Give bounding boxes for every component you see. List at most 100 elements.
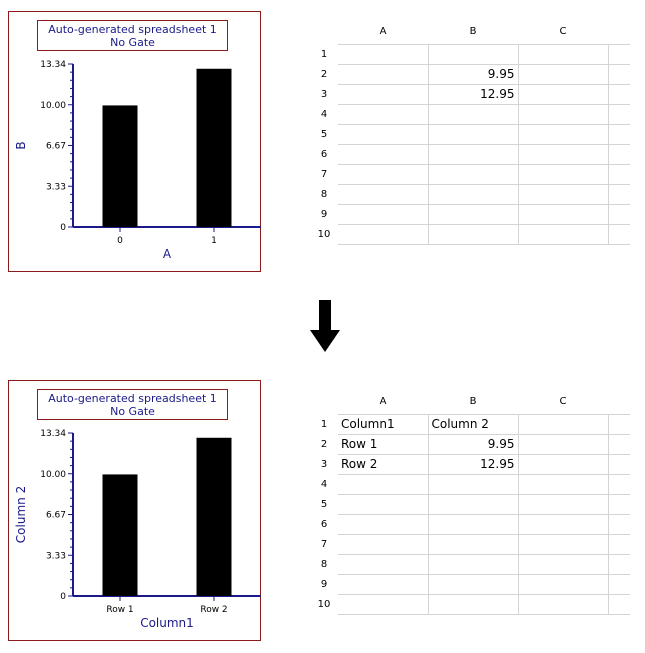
column-header-b[interactable]: B — [469, 26, 477, 38]
cell-b1[interactable]: Column 2 — [428, 413, 519, 435]
cell-b7[interactable] — [428, 534, 519, 555]
top-chart-frame[interactable]: Auto-generated spreadsheet 1 No Gate 0 3.… — [8, 11, 261, 272]
row-header[interactable]: 5 — [320, 498, 328, 510]
cell-a4[interactable] — [338, 104, 429, 125]
cell-overflow[interactable] — [608, 43, 630, 65]
row-header[interactable]: 3 — [320, 88, 328, 100]
cell-c1[interactable] — [518, 43, 609, 65]
cell-overflow[interactable] — [608, 594, 630, 615]
cell-c5[interactable] — [518, 124, 609, 145]
cell-c4[interactable] — [518, 104, 609, 125]
cell-a7[interactable] — [338, 534, 429, 555]
cell-overflow[interactable] — [608, 574, 630, 595]
cell-a2[interactable]: Row 1 — [338, 434, 429, 455]
row-header[interactable]: 2 — [320, 68, 328, 80]
cell-b6[interactable] — [428, 144, 519, 165]
cell-overflow[interactable] — [608, 413, 630, 435]
cell-a7[interactable] — [338, 164, 429, 185]
cell-a6[interactable] — [338, 144, 429, 165]
cell-b10[interactable] — [428, 224, 519, 245]
cell-c8[interactable] — [518, 184, 609, 205]
cell-overflow[interactable] — [608, 184, 630, 205]
cell-c10[interactable] — [518, 224, 609, 245]
cell-a9[interactable] — [338, 574, 429, 595]
cell-b8[interactable] — [428, 184, 519, 205]
cell-a1[interactable]: Column1 — [338, 413, 429, 435]
cell-b9[interactable] — [428, 204, 519, 225]
cell-c2[interactable] — [518, 434, 609, 455]
cell-b4[interactable] — [428, 104, 519, 125]
row-header[interactable]: 4 — [320, 478, 328, 490]
cell-b6[interactable] — [428, 514, 519, 535]
cell-a6[interactable] — [338, 514, 429, 535]
row-header[interactable]: 1 — [320, 48, 328, 60]
cell-b2[interactable]: 9.95 — [428, 434, 519, 455]
row-header[interactable]: 9 — [320, 208, 328, 220]
cell-a4[interactable] — [338, 474, 429, 495]
bottom-spreadsheet[interactable]: A B C 1 Column1 Column 2 2 Row 1 9.95 3 Row 2 12.95… — [310, 390, 630, 615]
cell-overflow[interactable] — [608, 224, 630, 245]
cell-b2[interactable]: 9.95 — [428, 64, 519, 85]
row-header[interactable]: 2 — [320, 438, 328, 450]
cell-overflow[interactable] — [608, 204, 630, 225]
row-header[interactable]: 9 — [320, 578, 328, 590]
cell-b3[interactable]: 12.95 — [428, 84, 519, 105]
cell-overflow[interactable] — [608, 534, 630, 555]
bottom-chart-frame[interactable]: Auto-generated spreadsheet 1 No Gate 0 3.… — [8, 380, 261, 641]
cell-c5[interactable] — [518, 494, 609, 515]
column-header-overflow[interactable] — [608, 390, 630, 414]
cell-c1[interactable] — [518, 413, 609, 435]
cell-c9[interactable] — [518, 204, 609, 225]
cell-a5[interactable] — [338, 494, 429, 515]
cell-b5[interactable] — [428, 494, 519, 515]
cell-overflow[interactable] — [608, 104, 630, 125]
cell-overflow[interactable] — [608, 434, 630, 455]
row-header[interactable]: 1 — [320, 418, 328, 430]
cell-a9[interactable] — [338, 204, 429, 225]
cell-a2[interactable] — [338, 64, 429, 85]
cell-b8[interactable] — [428, 554, 519, 575]
cell-c3[interactable] — [518, 84, 609, 105]
cell-overflow[interactable] — [608, 554, 630, 575]
cell-c7[interactable] — [518, 164, 609, 185]
cell-overflow[interactable] — [608, 84, 630, 105]
cell-overflow[interactable] — [608, 144, 630, 165]
cell-b9[interactable] — [428, 574, 519, 595]
row-header[interactable]: 10 — [317, 228, 331, 240]
row-header[interactable]: 8 — [320, 558, 328, 570]
cell-overflow[interactable] — [608, 494, 630, 515]
cell-a10[interactable] — [338, 224, 429, 245]
column-header-b[interactable]: B — [469, 396, 477, 408]
cell-a3[interactable]: Row 2 — [338, 454, 429, 475]
cell-c7[interactable] — [518, 534, 609, 555]
cell-overflow[interactable] — [608, 454, 630, 475]
cell-c9[interactable] — [518, 574, 609, 595]
row-header[interactable]: 10 — [317, 598, 331, 610]
row-header[interactable]: 3 — [320, 458, 328, 470]
row-header[interactable]: 6 — [320, 518, 328, 530]
cell-a1[interactable] — [338, 43, 429, 65]
cell-c3[interactable] — [518, 454, 609, 475]
column-header-overflow[interactable] — [608, 20, 630, 44]
column-header-a[interactable]: A — [379, 396, 387, 408]
cell-b10[interactable] — [428, 594, 519, 615]
cell-overflow[interactable] — [608, 124, 630, 145]
row-header[interactable]: 8 — [320, 188, 328, 200]
cell-c6[interactable] — [518, 514, 609, 535]
column-header-c[interactable]: C — [559, 26, 567, 38]
cell-b4[interactable] — [428, 474, 519, 495]
row-header[interactable]: 5 — [320, 128, 328, 140]
corner-cell[interactable] — [310, 20, 338, 44]
row-header[interactable]: 7 — [320, 538, 328, 550]
cell-c8[interactable] — [518, 554, 609, 575]
cell-c4[interactable] — [518, 474, 609, 495]
row-header[interactable]: 6 — [320, 148, 328, 160]
row-header[interactable]: 7 — [320, 168, 328, 180]
cell-b5[interactable] — [428, 124, 519, 145]
cell-overflow[interactable] — [608, 514, 630, 535]
cell-a8[interactable] — [338, 554, 429, 575]
cell-b1[interactable] — [428, 43, 519, 65]
top-spreadsheet[interactable]: A B C 1 2 9.95 3 12.95 4 5 6 7 8 9 10 — [310, 20, 630, 245]
cell-c2[interactable] — [518, 64, 609, 85]
row-header[interactable]: 4 — [320, 108, 328, 120]
